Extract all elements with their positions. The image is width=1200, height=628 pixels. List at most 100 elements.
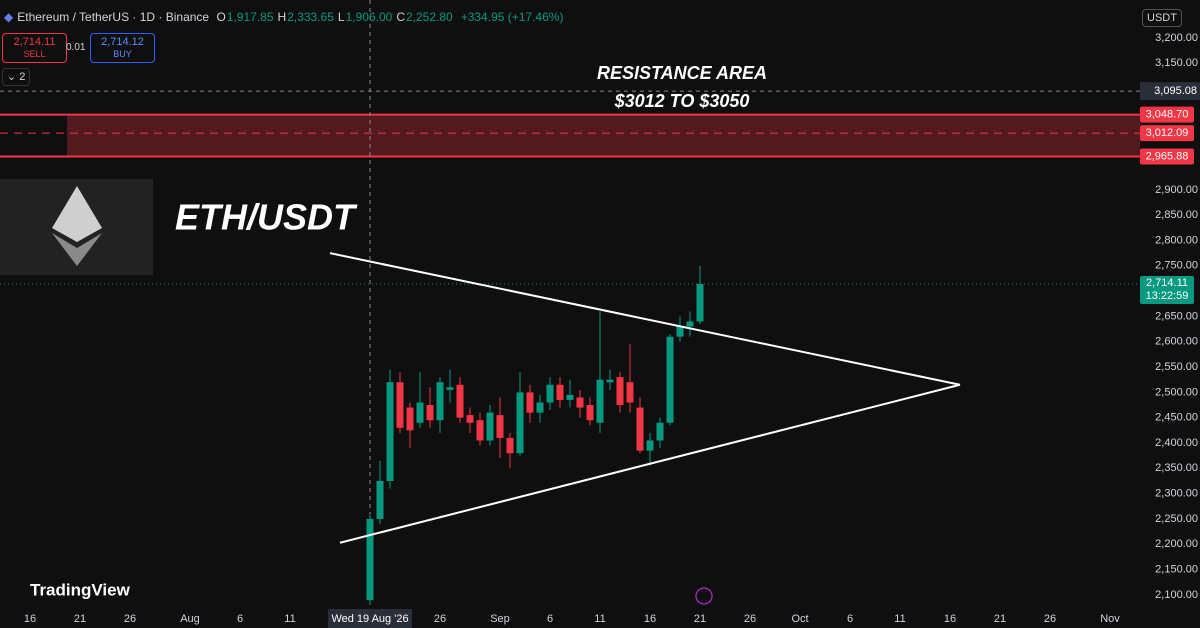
- candle-body: [556, 384, 564, 400]
- candle-body: [426, 405, 434, 421]
- y-tick-label: 2,850.00: [1155, 209, 1198, 221]
- crosshair-y-label: 3,095.08: [1154, 85, 1197, 97]
- x-tick-label: 26: [744, 613, 756, 625]
- spread: 0.01: [66, 42, 86, 53]
- indicators-toggle[interactable]: ⌄ 2: [2, 68, 31, 86]
- y-tick-label: 2,500.00: [1155, 386, 1198, 398]
- candle-body: [536, 402, 544, 413]
- candle-body: [456, 384, 464, 418]
- x-tick-label: Oct: [791, 613, 808, 625]
- candle-body: [666, 336, 674, 423]
- event-icon[interactable]: [695, 587, 713, 605]
- x-tick-label: 6: [547, 613, 553, 625]
- candle-body: [446, 387, 454, 390]
- ohlc-key: C: [396, 10, 405, 24]
- y-tick-label: 2,800.00: [1155, 234, 1198, 246]
- price-tag: [1140, 148, 1194, 165]
- y-tick-label: 2,450.00: [1155, 412, 1198, 424]
- symbol-icon: ◆: [4, 10, 14, 24]
- candle-body: [596, 379, 604, 423]
- candle-body: [526, 392, 534, 413]
- crosshair-x-label: Wed 19 Aug '26: [331, 613, 408, 625]
- sell-label: SELL: [23, 49, 46, 59]
- price-tag: [1140, 125, 1194, 142]
- price-tag-label: 3,048.70: [1146, 108, 1189, 120]
- change: +334.95 (+17.46%): [460, 10, 564, 24]
- candle-body: [636, 407, 644, 451]
- eth-logo-top: [52, 186, 102, 242]
- x-tick-label: 16: [644, 613, 656, 625]
- countdown: 13:22:59: [1146, 290, 1189, 302]
- ohlc-value: 2,252.80: [405, 10, 453, 24]
- x-tick-label: 6: [237, 613, 243, 625]
- y-tick-label: 2,250.00: [1155, 513, 1198, 525]
- candle-body: [406, 407, 414, 431]
- eth-logo-bottom: [52, 233, 102, 266]
- price-tag: [1140, 106, 1194, 123]
- candle-body: [396, 382, 404, 428]
- x-tick-label: Nov: [1100, 613, 1120, 625]
- candle-body: [496, 415, 504, 438]
- crosshair-x-tag: [328, 609, 412, 628]
- candle-body: [376, 480, 384, 519]
- indicator-count: 2: [19, 71, 26, 83]
- x-tick-label: 11: [894, 613, 905, 625]
- candle-body: [466, 415, 474, 423]
- last-price-tag: [1140, 275, 1194, 304]
- y-tick-label: 2,150.00: [1155, 563, 1198, 575]
- candle-body: [606, 379, 614, 383]
- x-tick-label: 21: [994, 613, 1006, 625]
- ohlc-value: 1,906.00: [345, 10, 393, 24]
- y-tick-label: 3,200.00: [1155, 32, 1198, 44]
- candle-body: [586, 405, 594, 421]
- brand: TradingView: [30, 580, 131, 599]
- x-tick-label: 26: [434, 613, 446, 625]
- resistance-zone: [67, 114, 1140, 157]
- resistance-range: $3012 TO $3050: [614, 91, 750, 111]
- x-tick-label: 16: [24, 613, 36, 625]
- pair-label: ETH/USDT: [175, 197, 358, 238]
- y-tick-label: 2,200.00: [1155, 538, 1198, 550]
- candle-body: [386, 382, 394, 481]
- x-tick-label: 21: [694, 613, 706, 625]
- price-tag-label: 3,012.09: [1146, 127, 1189, 139]
- header: ◆ Ethereum / TetherUS · 1D · Binance O1,9…: [4, 10, 567, 24]
- x-tick-label: Sep: [490, 613, 510, 625]
- candle-body: [656, 422, 664, 441]
- trendline: [339, 383, 961, 544]
- currency-button[interactable]: USDT: [1142, 9, 1182, 27]
- candle-body: [516, 392, 524, 454]
- y-tick-label: 2,600.00: [1155, 336, 1198, 348]
- x-tick-label: Aug: [180, 613, 200, 625]
- x-tick-label: 21: [74, 613, 86, 625]
- candle-body: [546, 384, 554, 403]
- ohlc-key: L: [337, 10, 345, 24]
- candle-body: [366, 518, 374, 600]
- x-tick-label: 26: [1044, 613, 1056, 625]
- crosshair-y-tag: [1140, 82, 1200, 101]
- y-tick-label: 2,750.00: [1155, 260, 1198, 272]
- buy-price: 2,714.12: [101, 36, 144, 48]
- ohlc-key: O: [216, 10, 226, 24]
- candle-body: [646, 440, 654, 451]
- symbol[interactable]: Ethereum / TetherUS · 1D · Binance: [17, 10, 210, 24]
- y-tick-label: 2,650.00: [1155, 310, 1198, 322]
- buy-button[interactable]: 2,714.12 BUY: [90, 33, 155, 63]
- x-tick-label: 16: [944, 613, 956, 625]
- candle-body: [696, 283, 704, 322]
- sell-button[interactable]: 2,714.11 SELL: [2, 33, 67, 63]
- candle-body: [676, 326, 684, 337]
- resistance-title: RESISTANCE AREA: [597, 63, 767, 83]
- candle-body: [626, 382, 634, 403]
- candle-body: [486, 412, 494, 441]
- y-tick-label: 2,400.00: [1155, 437, 1198, 449]
- price-axis: [1140, 0, 1200, 628]
- candle-body: [416, 402, 424, 423]
- ohlc: O1,917.85 H2,333.65 L1,906.00 C2,252.80: [216, 10, 456, 24]
- y-tick-label: 2,550.00: [1155, 361, 1198, 373]
- candle-body: [616, 377, 624, 406]
- buy-label: BUY: [113, 49, 132, 59]
- ohlc-key: H: [277, 10, 287, 24]
